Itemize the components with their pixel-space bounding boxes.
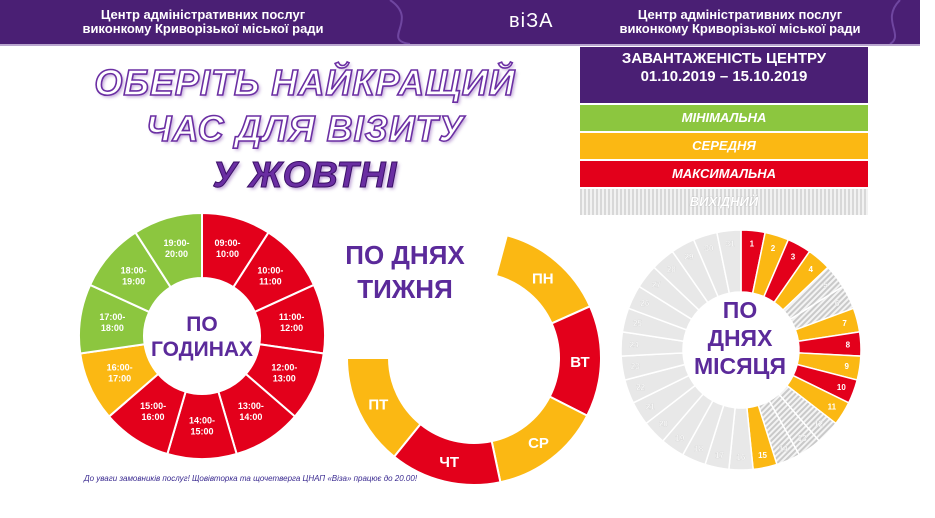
headline-line2: ЧАС ДЛЯ ВІЗИТУ [145, 107, 465, 150]
month-day-label: 30 [705, 244, 714, 253]
legend-medium: СЕРЕДНЯ [580, 131, 868, 159]
weekday-segment-label: ЧТ [439, 454, 459, 471]
month-ring-chart: 1 234567891011121314151617181920212223242… [620, 229, 862, 471]
month-day-label: 2 [771, 244, 776, 253]
hours-segment-label: 18:00-19:00 [121, 266, 147, 287]
weekdays-ring-chart: ПН ВТ СР ЧТ ПТ [345, 234, 602, 486]
header-org-left-line2: виконкому Криворізької міської ради [82, 21, 324, 36]
month-day-label: 23 [631, 362, 640, 371]
viza-logo: віЗА [509, 10, 554, 32]
hours-segment-label: 10:00-11:00 [257, 266, 283, 287]
month-day-label: 1 [750, 240, 755, 249]
weekdays-label-line2: ТИЖНЯ [357, 274, 453, 304]
hours-segment-label: 17:00-18:00 [99, 312, 125, 333]
hours-segment-label: 14:00-15:00 [189, 416, 215, 437]
header-org-right-line1: Центр адміністративних послуг [637, 7, 843, 22]
hours-segment-label: 19:00-20:00 [163, 238, 189, 259]
hours-ring-chart: 09:00-10:00 10:00-11:00 11:00-12:00 12:00-1… [78, 211, 326, 460]
month-day-label: 5 [823, 281, 828, 290]
load-legend: ЗАВАНТАЖЕНІСТЬ ЦЕНТРУ 01.10.2019 – 15.10… [580, 47, 868, 215]
month-day-label: 15 [758, 451, 767, 460]
month-day-label: 10 [837, 383, 846, 392]
month-day-label: 22 [636, 383, 645, 392]
month-day-label: 3 [791, 252, 796, 261]
hours-segment-label: 13:00-14:00 [238, 401, 264, 422]
month-label-line3: МІСЯЦЯ [693, 353, 787, 379]
hours-segment-label: 09:00-10:00 [214, 238, 240, 259]
legend-title-block: ЗАВАНТАЖЕНІСТЬ ЦЕНТРУ 01.10.2019 – 15.10… [580, 47, 868, 103]
month-day-label: 27 [652, 281, 661, 290]
month-day-label: 6 [835, 299, 840, 308]
weekday-segment-label: ПТ [368, 397, 388, 414]
month-day-label: 7 [842, 319, 847, 328]
hours-label-line1: ПО [186, 313, 218, 336]
weekday-segment-label: СР [528, 435, 549, 452]
month-day-label: 12 [814, 420, 823, 429]
month-day-label: 18 [694, 444, 703, 453]
weekday-segment [345, 357, 422, 459]
month-day-label: 21 [646, 403, 655, 412]
month-day-label: 11 [828, 403, 837, 412]
header-decoration [389, 0, 901, 44]
hours-segment-label: 12:00-13:00 [271, 363, 297, 384]
hours-label-line2: ГОДИНАХ [150, 338, 254, 361]
footnote: До уваги замовників послуг! Щовівторка т… [84, 474, 418, 483]
month-day-label: 20 [659, 420, 668, 429]
month-day-label: 24 [630, 341, 639, 350]
month-label-line2: ДНЯХ [707, 325, 773, 351]
month-day-label: 8 [846, 341, 851, 350]
legend-dayoff: ВИХІДНИЙ [580, 187, 868, 215]
weekdays-label-line1: ПО ДНЯХ [345, 240, 465, 270]
month-day-label: 16 [737, 453, 746, 462]
weekdays-chart-label: ПО ДНЯХ ТИЖНЯ [325, 238, 485, 306]
legend-title: ЗАВАНТАЖЕНІСТЬ ЦЕНТРУ [621, 50, 827, 67]
header-org-right-line2: виконкому Криворізької міської ради [619, 21, 861, 36]
month-day-label: 19 [675, 434, 684, 443]
header-org-left: Центр адміністративних послуг виконкому … [58, 8, 348, 36]
month-day-label: 26 [640, 299, 649, 308]
weekday-segment-label: ПН [532, 270, 554, 287]
month-day-segment [715, 229, 742, 295]
legend-maximal: МАКСИМАЛЬНА [580, 159, 868, 187]
legend-period: 01.10.2019 – 15.10.2019 [640, 68, 808, 85]
month-day-label: 29 [685, 252, 694, 261]
month-chart-label: ПО ДНЯХ МІСЯЦЯ [680, 296, 800, 380]
month-day-label: 13 [798, 434, 807, 443]
month-day-label: 28 [667, 265, 676, 274]
month-day-label: 31 [726, 240, 735, 249]
hours-chart-label: ПО ГОДИНАХ [140, 312, 264, 362]
hours-segment [134, 211, 203, 289]
header-org-left-line1: Центр адміністративних послуг [100, 7, 306, 22]
headline-line3: У ЖОВТНІ [212, 154, 398, 196]
headline-line1: ОБЕРІТЬ НАЙКРАЩИЙ [94, 61, 516, 104]
month-day-label: 4 [808, 265, 813, 274]
month-day-label: 25 [633, 319, 642, 328]
header-banner [0, 0, 920, 46]
month-label-line1: ПО [722, 297, 758, 323]
hours-segment-label: 11:00-12:00 [279, 312, 305, 333]
hours-segment-label: 15:00-16:00 [140, 401, 166, 422]
hours-segment-label: 16:00-17:00 [107, 363, 133, 384]
month-day-label: 9 [845, 362, 850, 371]
header-org-right: Центр адміністративних послуг виконкому … [585, 8, 895, 36]
weekday-segment-label: ВТ [570, 354, 589, 371]
month-day-label: 17 [715, 451, 724, 460]
legend-minimal: МІНІМАЛЬНА [580, 103, 868, 131]
month-day-label: 14 [779, 444, 788, 453]
